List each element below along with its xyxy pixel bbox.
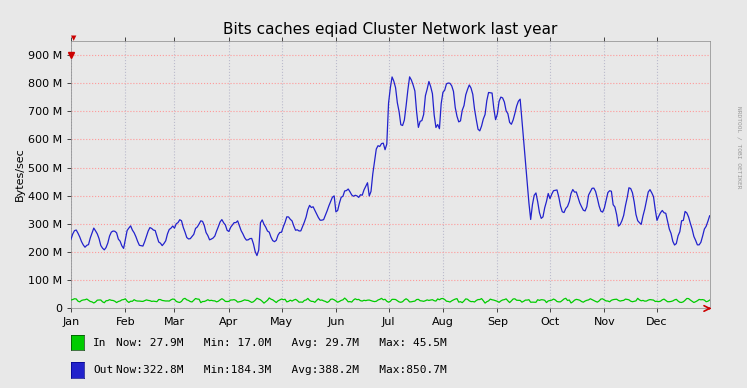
Text: In: In bbox=[93, 338, 107, 348]
Title: Bits caches eqiad Cluster Network last year: Bits caches eqiad Cluster Network last y… bbox=[223, 22, 557, 37]
Text: Now:322.8M   Min:184.3M   Avg:388.2M   Max:850.7M: Now:322.8M Min:184.3M Avg:388.2M Max:850… bbox=[116, 365, 447, 375]
Text: Out: Out bbox=[93, 365, 114, 375]
Y-axis label: Bytes/sec: Bytes/sec bbox=[15, 148, 25, 201]
Text: ▼: ▼ bbox=[71, 35, 76, 41]
Text: NRDTOOL / TOBI OETIKER: NRDTOOL / TOBI OETIKER bbox=[736, 106, 741, 189]
Text: Now: 27.9M   Min: 17.0M   Avg: 29.7M   Max: 45.5M: Now: 27.9M Min: 17.0M Avg: 29.7M Max: 45… bbox=[116, 338, 447, 348]
